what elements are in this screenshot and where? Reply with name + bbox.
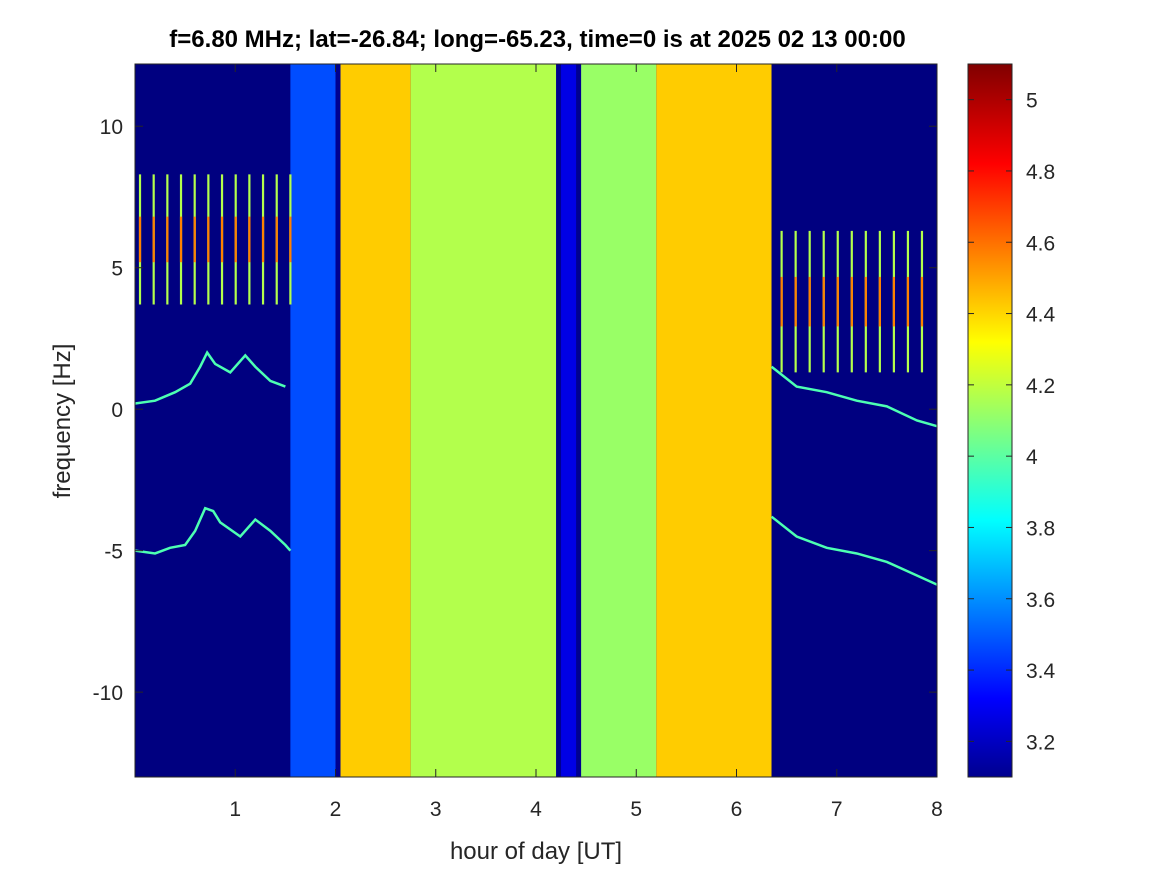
- trace-lines: [134, 350, 938, 586]
- colorbar-tick-label-0: 5: [1026, 90, 1038, 113]
- trace-0: [134, 350, 286, 405]
- colorbar-tick-label-6: 3.8: [1026, 517, 1055, 540]
- trace-1: [134, 506, 292, 555]
- colorbar-tick-label-4: 4.2: [1026, 375, 1055, 398]
- colorbar-tick-label-8: 3.4: [1026, 660, 1056, 683]
- colorbar-tick-label-3: 4.4: [1026, 304, 1056, 327]
- y-tick-label-2: 0: [111, 399, 123, 422]
- intensity-regions: [135, 64, 937, 777]
- region-band-3: [410, 64, 557, 777]
- x-tick-label-1: 2: [330, 798, 342, 821]
- colorbar-tick-label-5: 4: [1026, 446, 1038, 469]
- trace-3: [770, 515, 938, 586]
- region-band-1: [290, 64, 336, 777]
- region-band-4: [561, 64, 577, 777]
- colorbar: 5 4.8 4.6 4.4 4.2 4 3.8 3.6 3.4 3.2: [967, 63, 1056, 778]
- y-tick-label-3: -5: [104, 541, 123, 564]
- colorbar-tick-label-2: 4.6: [1026, 232, 1055, 255]
- colorbar-tick-label-1: 4.8: [1026, 161, 1055, 184]
- x-tick-label-2: 3: [430, 798, 442, 821]
- x-tick-label-4: 5: [630, 798, 642, 821]
- x-axis: 1 2 3 4 5 6 7 8: [229, 64, 943, 821]
- colorbar-ticks: 5 4.8 4.6 4.4 4.2 4 3.8 3.6 3.4 3.2: [968, 90, 1056, 754]
- y-axis-label: frequency [Hz]: [49, 344, 76, 499]
- colorbar-tick-label-9: 3.2: [1026, 731, 1055, 754]
- x-tick-label-6: 7: [831, 798, 843, 821]
- x-tick-label-3: 4: [530, 798, 542, 821]
- x-axis-label: hour of day [UT]: [450, 838, 622, 865]
- y-tick-label-0: 10: [100, 116, 123, 139]
- y-tick-label-4: -10: [93, 682, 123, 705]
- trace-2: [770, 365, 938, 428]
- y-tick-label-1: 5: [111, 258, 123, 281]
- x-tick-label-7: 8: [931, 798, 943, 821]
- chart-title: f=6.80 MHz; lat=-26.84; long=-65.23, tim…: [169, 26, 906, 53]
- region-band-2: [340, 64, 411, 777]
- region-band-5: [581, 64, 657, 777]
- colorbar-gradient: [967, 63, 1013, 778]
- plot-area: [134, 63, 938, 778]
- region-band-6: [656, 64, 772, 777]
- x-tick-label-0: 1: [229, 798, 241, 821]
- x-tick-label-5: 6: [731, 798, 743, 821]
- region-band-7: [771, 64, 937, 777]
- y-axis: 10 5 0 -5 -10: [93, 116, 937, 705]
- stripe-marks: [138, 174, 924, 373]
- colorbar-tick-label-7: 3.6: [1026, 589, 1055, 612]
- region-band-0: [135, 64, 291, 777]
